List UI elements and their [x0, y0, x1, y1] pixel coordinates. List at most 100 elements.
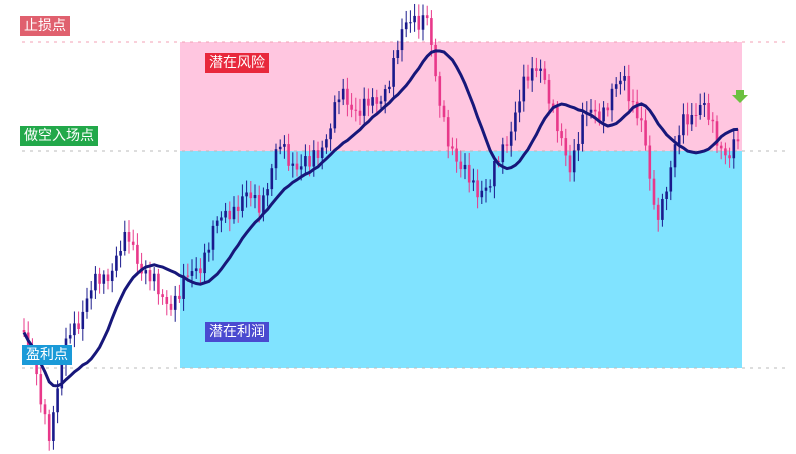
candle-body — [358, 110, 362, 116]
candle-body — [262, 195, 265, 213]
candle-body — [98, 273, 101, 284]
risk-label: 潜在风险 — [205, 53, 269, 73]
candle-body — [173, 295, 177, 310]
candle-body — [581, 114, 584, 144]
candle-body — [413, 15, 416, 23]
profit-label: 潜在利润 — [205, 322, 269, 342]
candle-body — [60, 364, 64, 389]
candle-body — [661, 198, 664, 220]
candle-body — [73, 323, 76, 336]
candle-body — [136, 244, 139, 264]
candle-body — [224, 210, 227, 218]
candle-body — [77, 323, 80, 330]
candle-body — [728, 155, 731, 159]
candle-body — [694, 115, 698, 117]
candle-body — [253, 195, 257, 199]
candle-body — [346, 88, 349, 105]
candle-body — [215, 220, 219, 226]
candle-body — [207, 249, 211, 253]
candle-body — [375, 97, 379, 104]
candle-body — [283, 144, 286, 147]
candle-body — [144, 270, 148, 274]
candle-body — [388, 86, 391, 90]
candle-body — [194, 268, 198, 272]
candle-body — [337, 99, 341, 103]
candle-body — [400, 29, 404, 51]
candle-body — [270, 168, 274, 190]
candle-body — [488, 186, 492, 188]
candle-body — [182, 275, 185, 299]
candle-body — [484, 187, 488, 191]
candle-body — [421, 15, 425, 30]
candle-body — [610, 88, 614, 111]
candle-body — [442, 105, 446, 118]
candle-body — [505, 144, 509, 146]
candle-body — [547, 79, 551, 104]
candle-body — [732, 139, 736, 159]
candle-body — [711, 119, 715, 122]
candle-body — [434, 44, 437, 77]
risk-zone — [180, 42, 742, 151]
candle-body — [648, 145, 652, 179]
candle-body — [367, 98, 370, 106]
candle-body — [329, 128, 332, 140]
candle-body — [556, 107, 559, 132]
candle-body — [148, 270, 152, 282]
candle-body — [522, 76, 526, 102]
candle-body — [530, 68, 534, 81]
candle-body — [333, 102, 337, 129]
candle-body — [652, 178, 656, 205]
candle-body — [493, 160, 496, 187]
entry-label: 做空入场点 — [20, 126, 98, 146]
candle-body — [22, 330, 26, 333]
candle-body — [736, 139, 740, 142]
candle-body — [480, 190, 484, 198]
candle-body — [593, 109, 597, 112]
candle-body — [157, 273, 160, 295]
candle-body — [404, 22, 408, 30]
candle-body — [245, 192, 248, 197]
candle-body — [627, 76, 631, 102]
candle-body — [379, 101, 383, 104]
candle-body — [446, 117, 450, 147]
candle-body — [278, 146, 282, 150]
candle-body — [425, 15, 429, 19]
candle-body — [304, 156, 307, 167]
candle-body — [371, 97, 374, 106]
candle-body — [656, 204, 660, 220]
candle-body — [514, 112, 517, 132]
candle-body — [47, 414, 51, 441]
candle-body — [169, 303, 173, 310]
candle-body — [316, 150, 320, 159]
candle-body — [707, 103, 710, 120]
candle-body — [295, 163, 299, 170]
candle-body — [274, 149, 278, 169]
candle-body — [417, 15, 421, 30]
candle-body — [320, 147, 324, 159]
candle-body — [644, 120, 647, 146]
candle-body — [161, 294, 164, 298]
candle-body — [598, 111, 601, 122]
candle-body — [178, 295, 181, 299]
candle-body — [308, 156, 311, 167]
candle-body — [724, 148, 727, 156]
arrow-icon — [732, 90, 748, 103]
candle-body — [43, 404, 47, 415]
candle-body — [568, 155, 572, 173]
candle-body — [350, 104, 353, 110]
candle-body — [539, 68, 542, 71]
candle-body — [472, 180, 475, 183]
candle-body — [686, 114, 689, 125]
candle-body — [518, 101, 521, 113]
candle-body — [698, 104, 702, 116]
moving-average — [22, 49, 739, 388]
candle-body — [68, 335, 72, 339]
candle-body — [467, 164, 471, 183]
profit-zone — [180, 151, 742, 368]
candle-body — [89, 290, 93, 299]
candle-body — [665, 191, 668, 199]
candle-body — [102, 274, 106, 284]
candle-body — [341, 88, 345, 100]
candle-body — [123, 232, 127, 251]
